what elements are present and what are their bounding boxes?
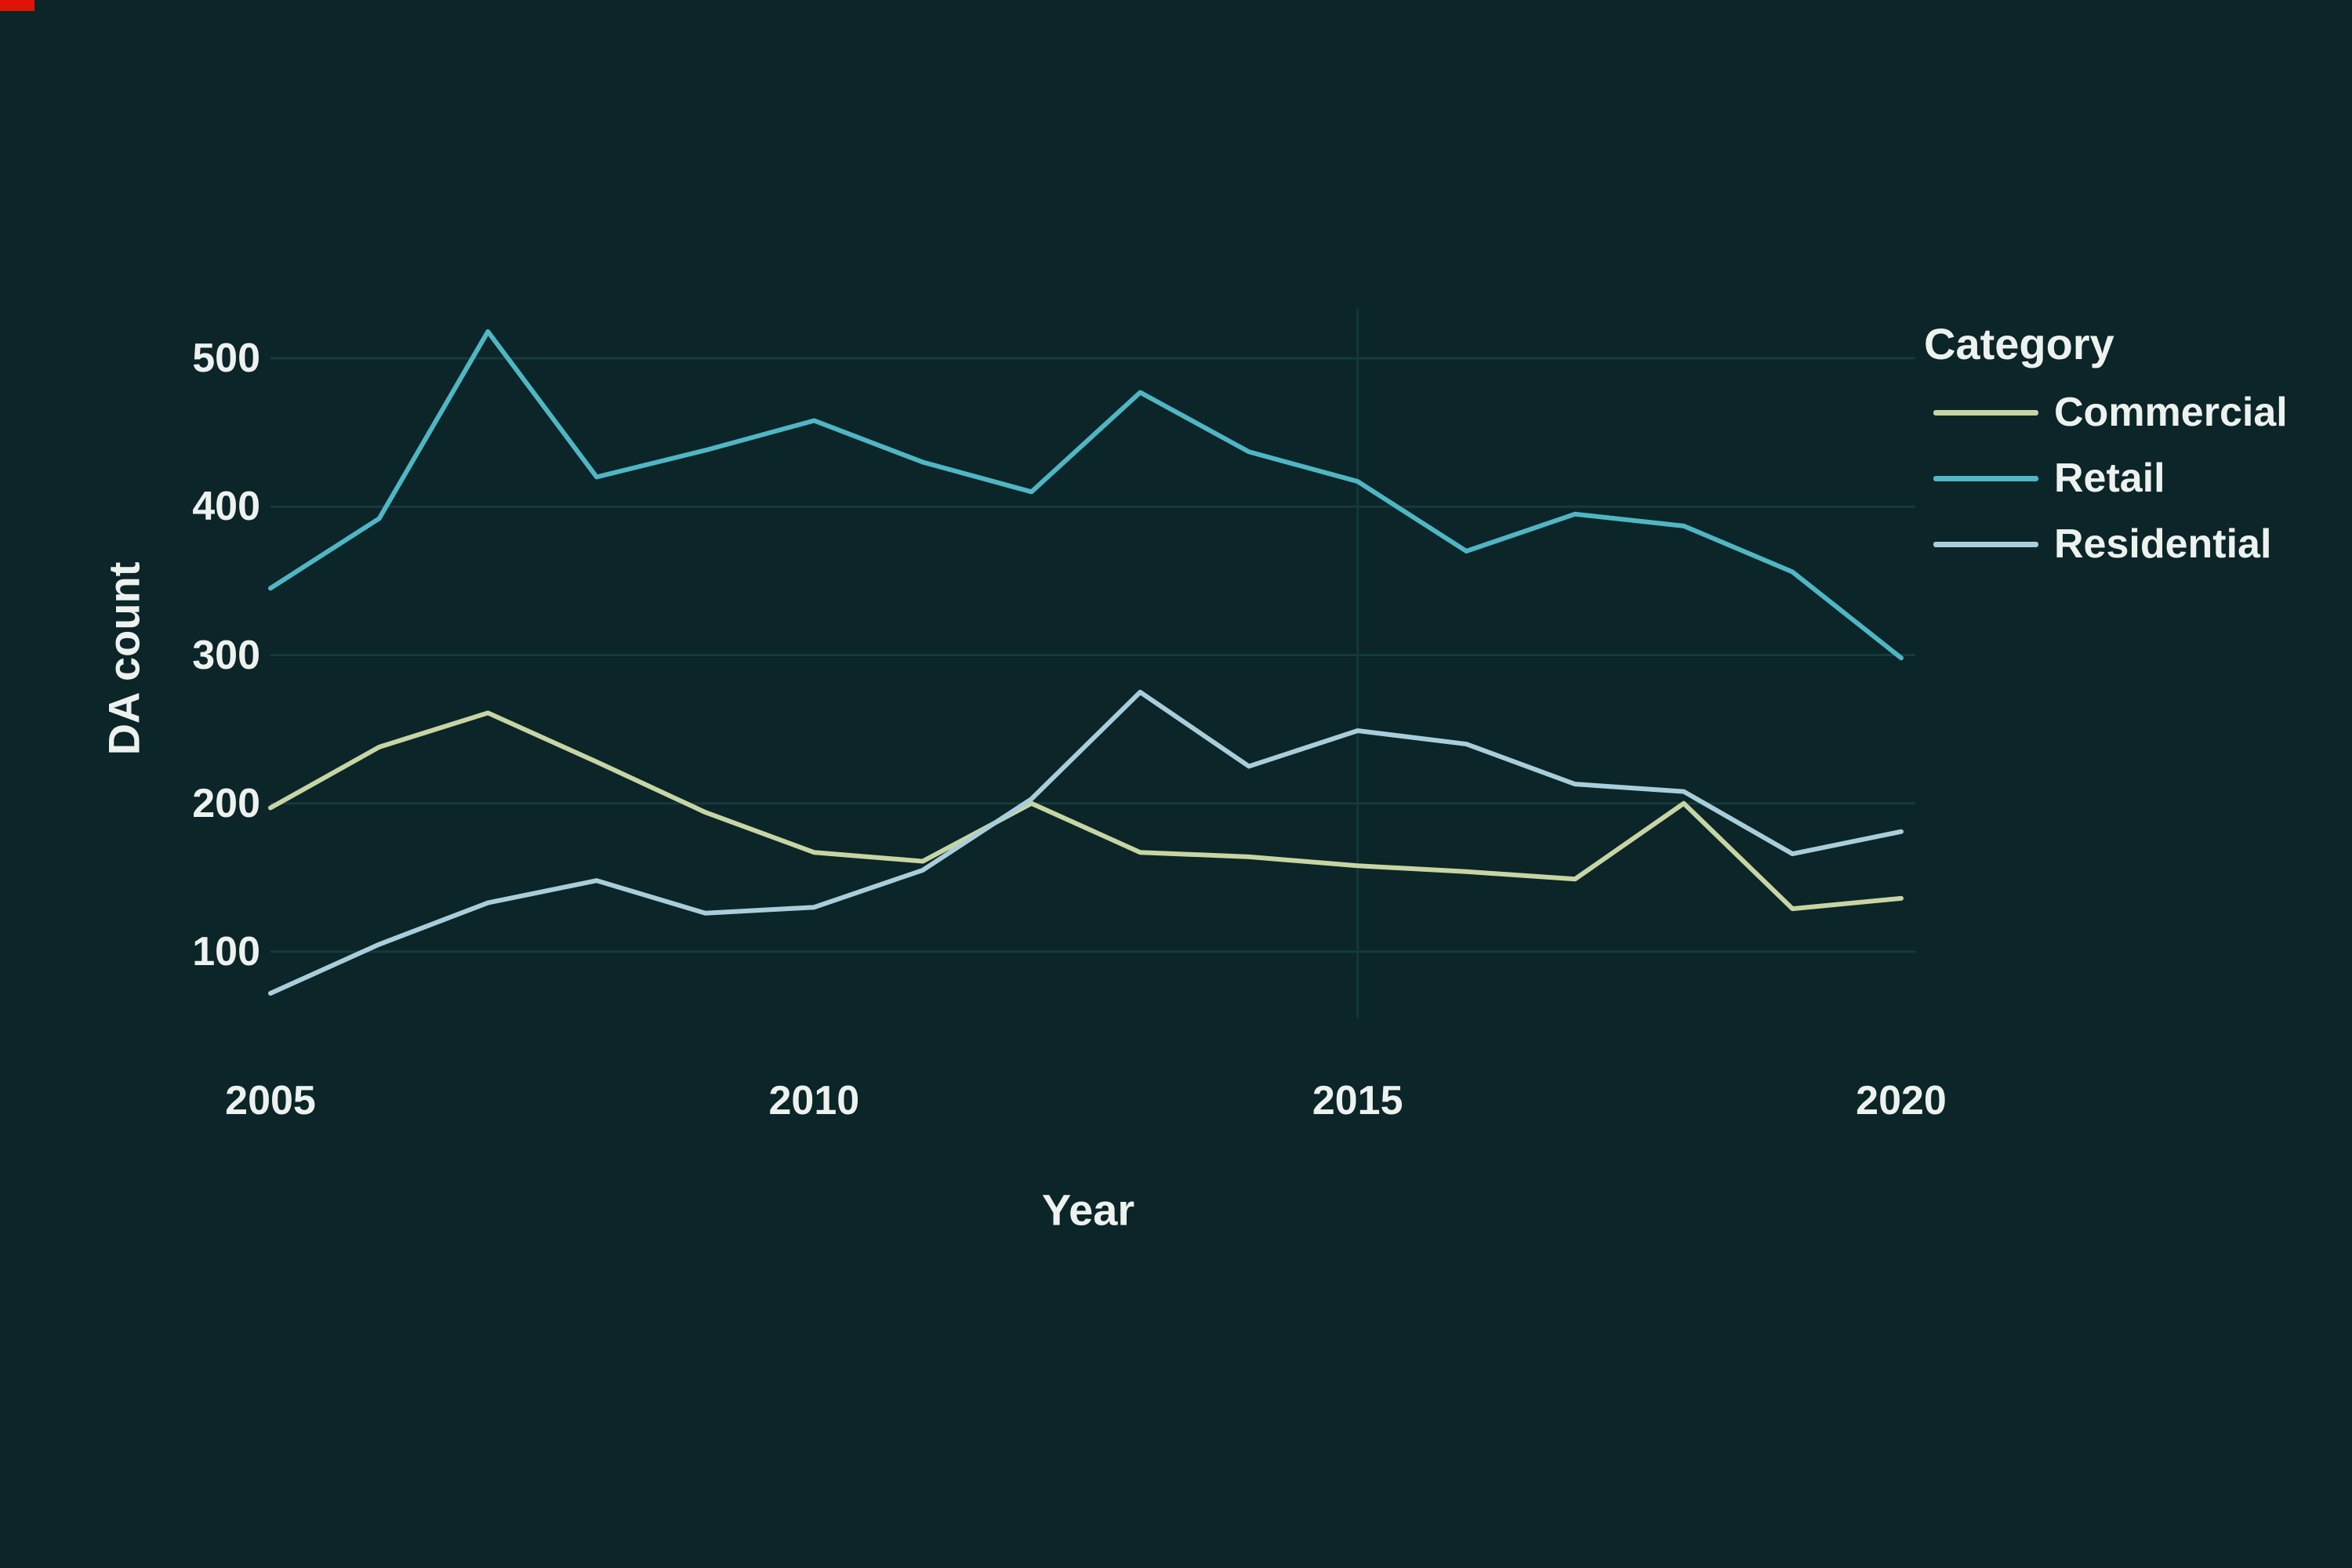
- y-tick-label-300: 300: [192, 632, 260, 678]
- x-tick-label-2015: 2015: [1312, 1078, 1403, 1123]
- y-tick-label-500: 500: [192, 336, 260, 381]
- horizontal-gridlines: [270, 357, 1915, 953]
- y-axis-title: DA count: [99, 561, 149, 756]
- legend-label-retail: Retail: [2054, 456, 2165, 501]
- legend-label-residential: Residential: [2054, 521, 2272, 567]
- series-line-commercial: [268, 710, 1904, 912]
- legend-label-commercial: Commercial: [2054, 390, 2288, 435]
- legend-title: Category: [1924, 319, 2114, 368]
- legend-item-retail[interactable]: Retail: [1924, 445, 2288, 511]
- x-tick-label-2020: 2020: [1856, 1078, 1947, 1123]
- series-line-retail: [268, 328, 1904, 661]
- legend: Category Commercial Retail Residential: [1924, 319, 2288, 577]
- legend-item-commercial[interactable]: Commercial: [1924, 379, 2288, 445]
- legend-swatch-residential: [1933, 541, 2038, 547]
- legend-rows: Commercial Retail Residential: [1924, 379, 2288, 577]
- legend-item-residential[interactable]: Residential: [1924, 511, 2288, 577]
- screen-recording-artifact: [0, 0, 34, 11]
- x-tick-label-2010: 2010: [768, 1078, 860, 1123]
- y-tick-label-200: 200: [192, 780, 260, 826]
- x-tick-label-2005: 2005: [225, 1078, 316, 1123]
- legend-swatch-commercial: [1933, 409, 2038, 416]
- data-series-lines: [268, 328, 1904, 996]
- x-axis-title: Year: [1041, 1185, 1135, 1235]
- series-line-residential: [268, 689, 1904, 996]
- y-tick-label-400: 400: [192, 484, 260, 530]
- y-tick-label-100: 100: [192, 929, 260, 975]
- legend-swatch-retail: [1933, 475, 2038, 481]
